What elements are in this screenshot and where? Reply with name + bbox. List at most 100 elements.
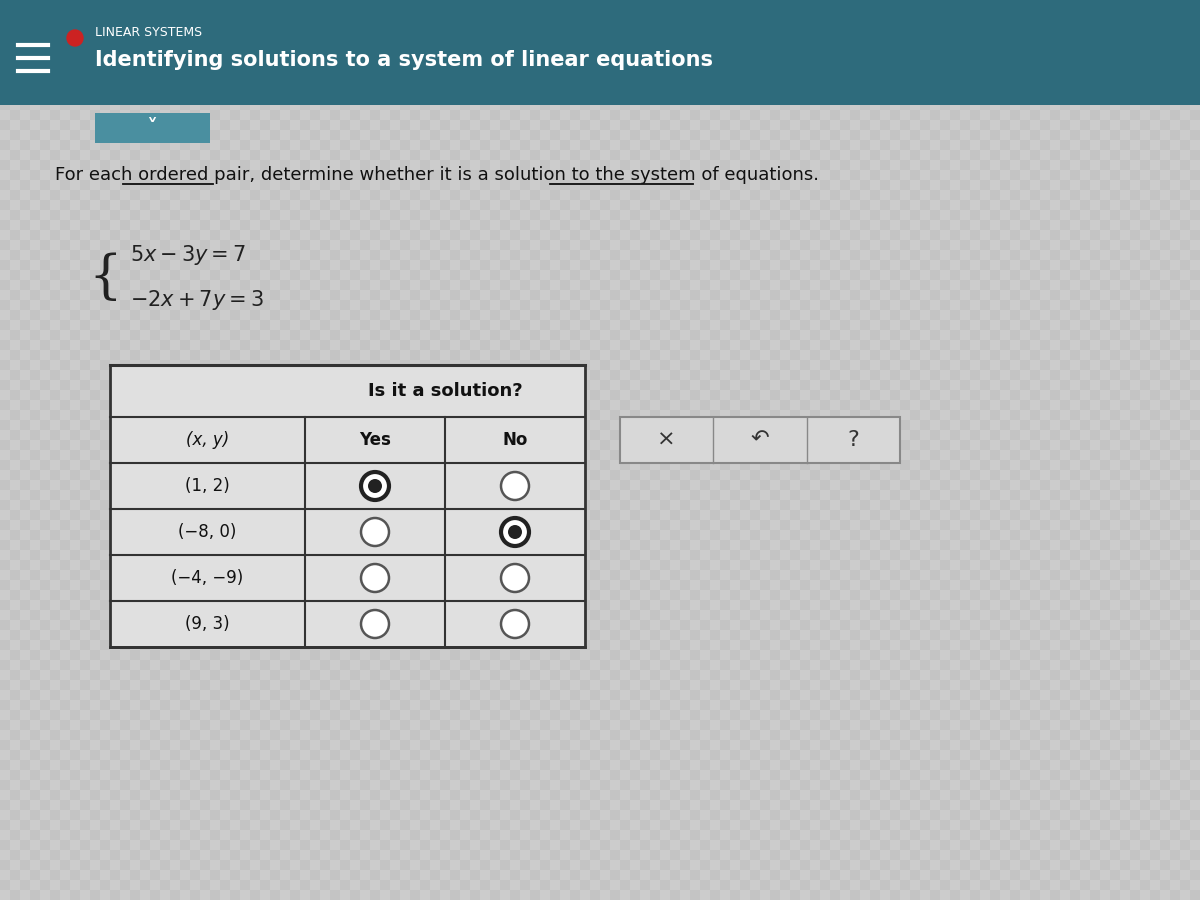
Bar (810, 860, 820, 870)
Bar (870, 330, 880, 340)
Bar (1050, 830, 1060, 840)
Bar (700, 370, 710, 380)
Bar (240, 370, 250, 380)
Bar (170, 760, 180, 770)
Bar (780, 750, 790, 760)
Bar (340, 410, 350, 420)
Bar (640, 290, 650, 300)
Bar (40, 310, 50, 320)
Bar (220, 720, 230, 730)
Bar (420, 820, 430, 830)
Bar (760, 240, 770, 250)
Bar (180, 610, 190, 620)
Bar (620, 400, 630, 410)
Bar (1070, 240, 1080, 250)
Bar (1160, 70, 1170, 80)
Bar (450, 250, 460, 260)
Bar (1180, 880, 1190, 890)
Bar (30, 420, 40, 430)
Bar (350, 810, 360, 820)
Bar (800, 290, 810, 300)
Bar (1160, 690, 1170, 700)
Bar (730, 350, 740, 360)
Bar (990, 470, 1000, 480)
Bar (980, 820, 990, 830)
Bar (780, 460, 790, 470)
Bar (220, 870, 230, 880)
Bar (370, 450, 380, 460)
Bar (550, 820, 560, 830)
Bar (1130, 240, 1140, 250)
Bar (590, 740, 600, 750)
Bar (640, 480, 650, 490)
Bar (1160, 500, 1170, 510)
Bar (1100, 410, 1110, 420)
Bar (1170, 140, 1180, 150)
Bar (60, 110, 70, 120)
Bar (1040, 210, 1050, 220)
Bar (490, 750, 500, 760)
Bar (370, 710, 380, 720)
Bar (10, 610, 20, 620)
Bar (460, 20, 470, 30)
Bar (330, 260, 340, 270)
Bar (850, 250, 860, 260)
Bar (560, 770, 570, 780)
Bar (1050, 20, 1060, 30)
Bar (1190, 130, 1200, 140)
Bar (550, 210, 560, 220)
Bar (1160, 320, 1170, 330)
Bar (160, 790, 170, 800)
Bar (10, 250, 20, 260)
Bar (670, 790, 680, 800)
Bar (620, 840, 630, 850)
Bar (140, 800, 150, 810)
Bar (270, 680, 280, 690)
Bar (320, 100, 330, 110)
Bar (670, 100, 680, 110)
Bar (330, 380, 340, 390)
Bar (1120, 670, 1130, 680)
Bar (1100, 550, 1110, 560)
Bar (1110, 210, 1120, 220)
Bar (0, 510, 10, 520)
Bar (560, 320, 570, 330)
Bar (500, 310, 510, 320)
Bar (1050, 460, 1060, 470)
Bar (710, 300, 720, 310)
Bar (360, 500, 370, 510)
Bar (720, 170, 730, 180)
Bar (680, 10, 690, 20)
Bar (690, 580, 700, 590)
Bar (960, 700, 970, 710)
Bar (370, 820, 380, 830)
Bar (30, 590, 40, 600)
Bar (450, 400, 460, 410)
Bar (270, 730, 280, 740)
Bar (1150, 630, 1160, 640)
Bar (1120, 210, 1130, 220)
Bar (400, 470, 410, 480)
Bar (1060, 390, 1070, 400)
Bar (1030, 480, 1040, 490)
Bar (1160, 120, 1170, 130)
Bar (740, 570, 750, 580)
Bar (130, 150, 140, 160)
Bar (630, 190, 640, 200)
Bar (430, 150, 440, 160)
Bar (1030, 680, 1040, 690)
Bar (580, 240, 590, 250)
Bar (1100, 340, 1110, 350)
Bar (350, 440, 360, 450)
Bar (970, 130, 980, 140)
Bar (50, 730, 60, 740)
Bar (300, 10, 310, 20)
Bar (30, 430, 40, 440)
Bar (600, 510, 610, 520)
Bar (430, 120, 440, 130)
Bar (10, 800, 20, 810)
Bar (220, 620, 230, 630)
Bar (620, 160, 630, 170)
Bar (280, 570, 290, 580)
Bar (210, 440, 220, 450)
